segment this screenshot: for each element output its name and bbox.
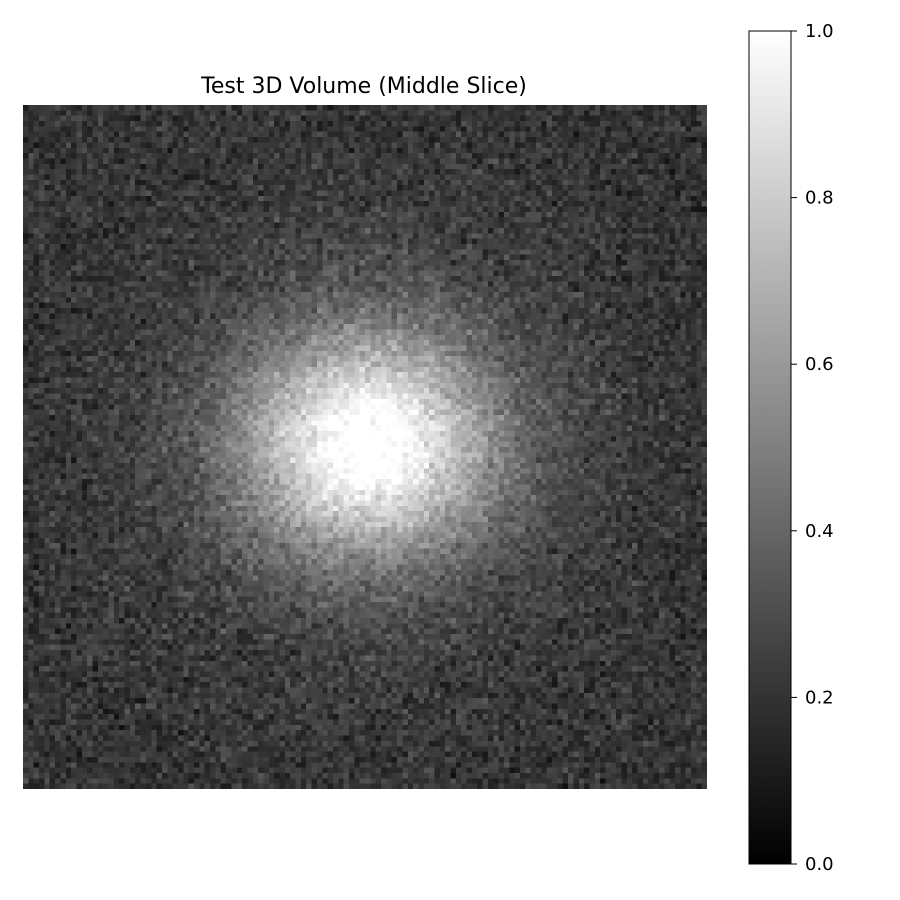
colorbar-tick-label: 0.6 [805, 354, 834, 375]
colorbar-frame [748, 30, 792, 865]
chart-title: Test 3D Volume (Middle Slice) [200, 74, 527, 99]
colorbar-gradient [749, 31, 791, 864]
heatmap-image [23, 105, 707, 789]
colorbar-tick-label: 0.0 [805, 854, 834, 875]
colorbar-tick-label: 0.2 [805, 687, 834, 708]
colorbar-tick-label: 0.4 [805, 521, 834, 542]
colorbar-tick-label: 1.0 [805, 21, 834, 42]
heatmap-raster [23, 105, 707, 789]
colorbar: 0.0 0.2 0.4 0.6 0.8 1.0 [748, 21, 834, 875]
colorbar-tick-label: 0.8 [805, 188, 834, 209]
colorbar-ticks: 0.0 0.2 0.4 0.6 0.8 1.0 [791, 21, 834, 875]
